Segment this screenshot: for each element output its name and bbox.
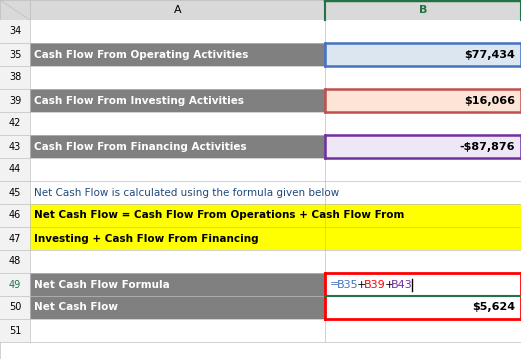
Bar [0, 89, 30, 112]
Text: Net Cash Flow = Cash Flow From Operations + Cash Flow From: Net Cash Flow = Cash Flow From Operation… [34, 210, 404, 220]
Bar [325, 296, 521, 319]
Bar [30, 20, 325, 43]
Text: +: + [357, 280, 367, 289]
Text: $5,624: $5,624 [472, 303, 515, 312]
Text: B39: B39 [364, 280, 386, 289]
Text: 45: 45 [9, 187, 21, 197]
Bar [325, 319, 521, 342]
Bar [325, 273, 521, 296]
Bar [325, 112, 521, 135]
Bar [325, 66, 521, 89]
Text: Cash Flow From Operating Activities: Cash Flow From Operating Activities [34, 50, 249, 60]
Text: 51: 51 [9, 326, 21, 336]
Bar [0, 204, 30, 227]
Bar [0, 158, 30, 181]
Bar [0, 0, 30, 20]
Bar [0, 296, 30, 319]
Bar [30, 43, 325, 66]
Text: 39: 39 [9, 95, 21, 106]
Bar [0, 66, 30, 89]
Text: 47: 47 [9, 233, 21, 243]
Bar [0, 20, 30, 43]
Bar [30, 135, 325, 158]
Text: +: + [384, 280, 394, 289]
Bar [0, 43, 30, 66]
Bar [325, 204, 521, 227]
Text: 49: 49 [9, 280, 21, 289]
Bar [325, 227, 521, 250]
Text: Net Cash Flow is calculated using the formula given below: Net Cash Flow is calculated using the fo… [34, 187, 339, 197]
Bar [0, 319, 30, 342]
Text: 35: 35 [9, 50, 21, 60]
Bar [0, 135, 30, 158]
Text: Net Cash Flow: Net Cash Flow [34, 303, 118, 312]
Bar [30, 0, 325, 20]
Text: 42: 42 [9, 118, 21, 129]
Bar [325, 20, 521, 43]
Text: B43: B43 [391, 280, 413, 289]
Bar [325, 158, 521, 181]
Bar [30, 204, 325, 227]
Text: 43: 43 [9, 141, 21, 151]
Text: 48: 48 [9, 256, 21, 266]
Text: Investing + Cash Flow From Financing: Investing + Cash Flow From Financing [34, 233, 258, 243]
Bar [325, 89, 521, 112]
Bar [30, 181, 325, 204]
Bar [325, 181, 521, 204]
Bar [325, 0, 521, 20]
Text: -$87,876: -$87,876 [460, 141, 515, 151]
Text: Cash Flow From Financing Activities: Cash Flow From Financing Activities [34, 141, 246, 151]
Text: A: A [173, 5, 181, 15]
Bar [30, 158, 325, 181]
Bar [325, 43, 521, 66]
Bar [30, 319, 325, 342]
Bar [0, 273, 30, 296]
Text: B: B [419, 5, 427, 15]
Bar [0, 112, 30, 135]
Bar [30, 250, 325, 273]
Text: 46: 46 [9, 210, 21, 220]
Text: $77,434: $77,434 [464, 50, 515, 60]
Bar [30, 296, 325, 319]
Text: 34: 34 [9, 27, 21, 37]
Bar [0, 227, 30, 250]
Bar [30, 89, 325, 112]
Bar [30, 112, 325, 135]
Bar [30, 66, 325, 89]
Bar [0, 250, 30, 273]
Bar [30, 227, 325, 250]
Text: Net Cash Flow Formula: Net Cash Flow Formula [34, 280, 170, 289]
Text: 50: 50 [9, 303, 21, 312]
Text: B35: B35 [337, 280, 358, 289]
Bar [325, 135, 521, 158]
Bar [30, 273, 325, 296]
Bar [325, 250, 521, 273]
Text: Cash Flow From Investing Activities: Cash Flow From Investing Activities [34, 95, 244, 106]
Text: $16,066: $16,066 [464, 95, 515, 106]
Text: 44: 44 [9, 164, 21, 174]
Text: 38: 38 [9, 73, 21, 83]
Bar [0, 181, 30, 204]
Text: =: = [330, 280, 339, 289]
